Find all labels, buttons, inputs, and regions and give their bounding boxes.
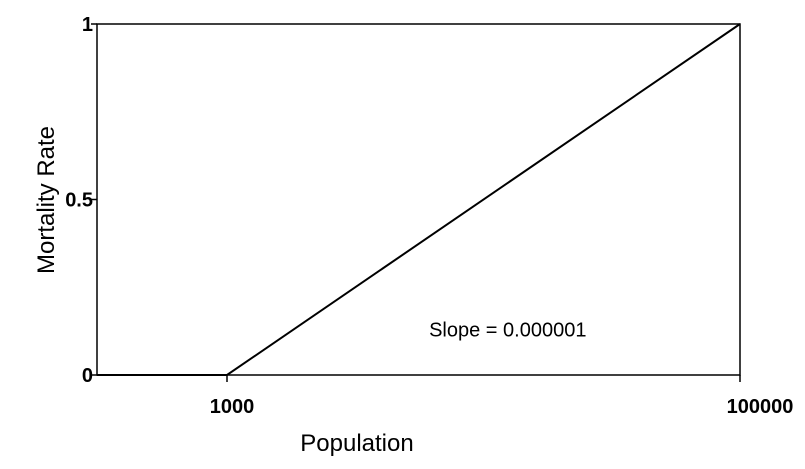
x-axis-title: Population — [300, 430, 413, 457]
slope-annotation: Slope = 0.000001 — [429, 319, 586, 341]
x-axis-ticks: 1000 100000 — [210, 375, 794, 418]
y-tick-label: 0.5 — [65, 190, 93, 212]
y-tick-label: 1 — [82, 14, 93, 36]
y-tick-label: 0 — [82, 365, 93, 387]
annotation-layer: Slope = 0.000001 — [429, 319, 586, 341]
series-layer — [96, 23, 741, 376]
x-tick-label: 1000 — [210, 396, 255, 418]
y-axis-ticks: 00.51 — [65, 14, 97, 387]
x-tick-label: 100000 — [727, 396, 794, 418]
y-axis-title: Mortality Rate — [33, 126, 60, 274]
plot-frame — [96, 23, 741, 376]
series-line — [97, 23, 741, 376]
